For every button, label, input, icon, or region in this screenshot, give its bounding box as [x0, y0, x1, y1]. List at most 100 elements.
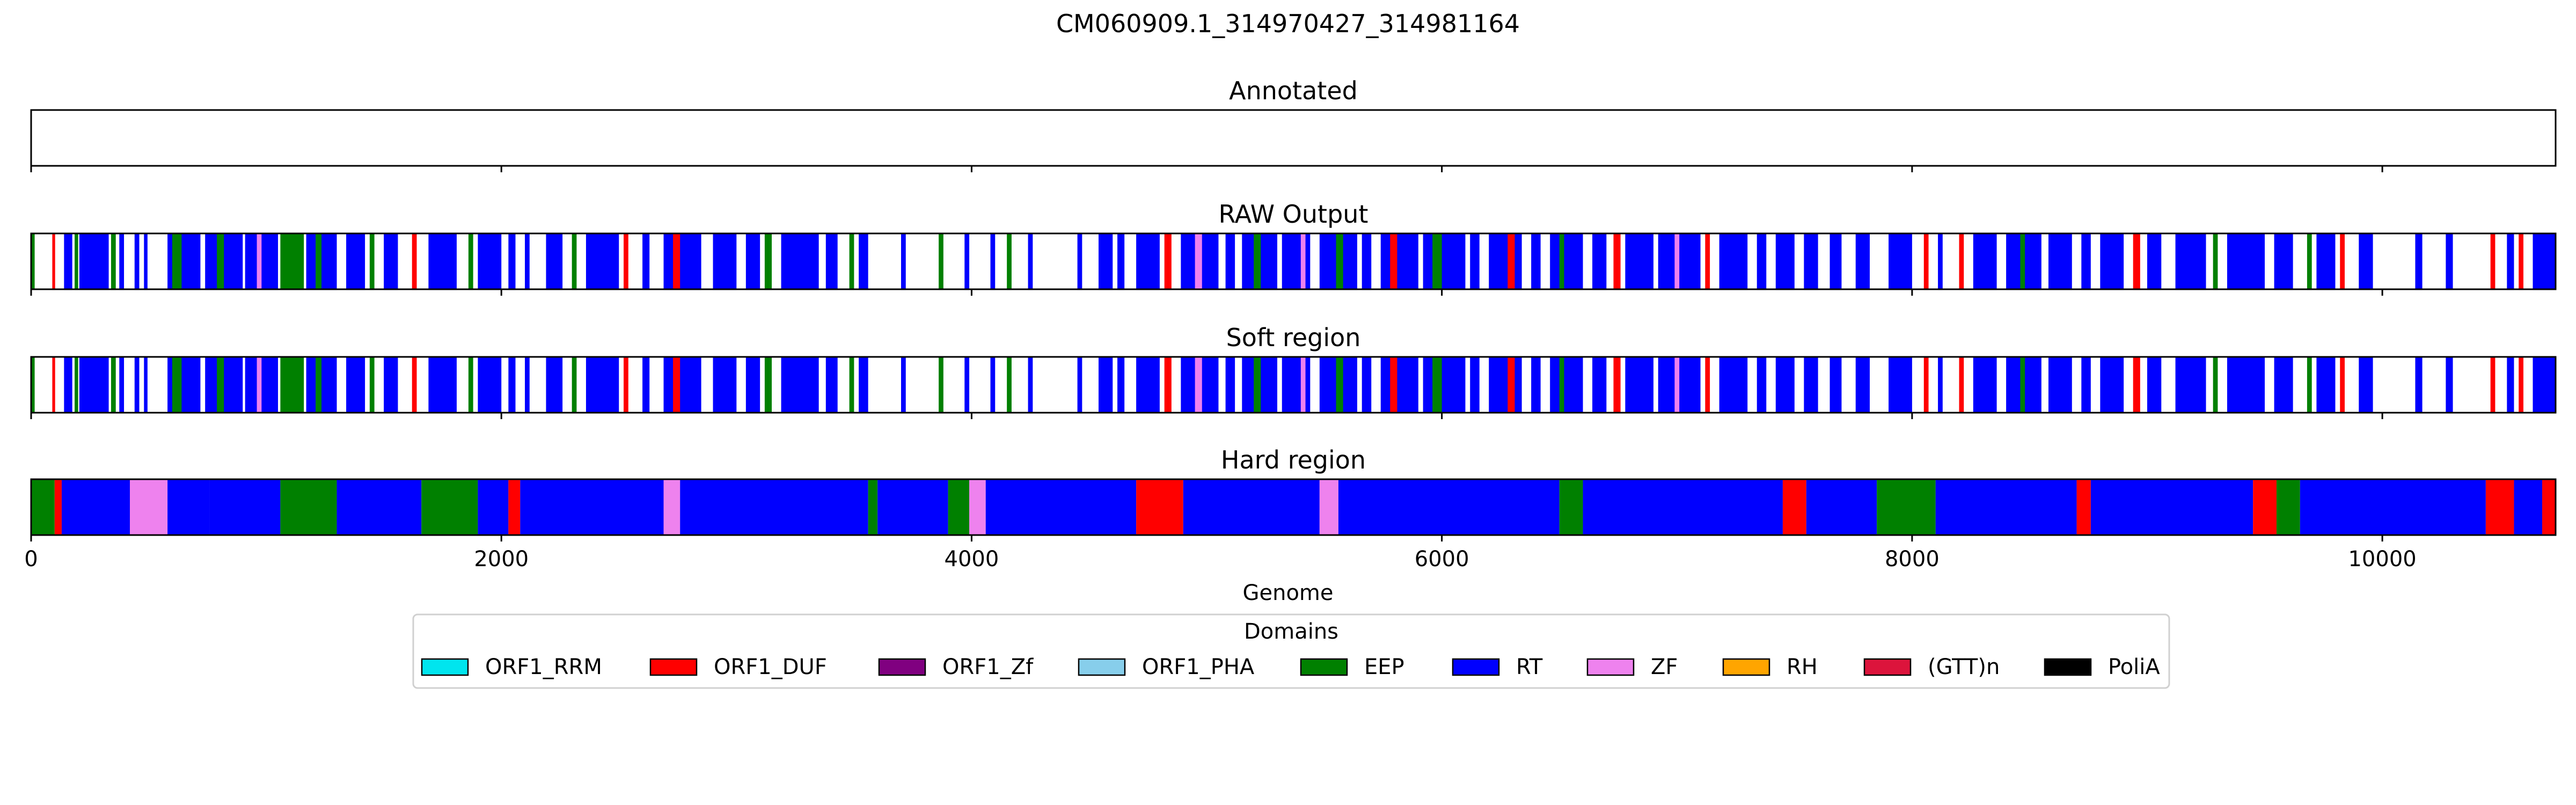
domain-segment [990, 357, 996, 413]
domain-segment [1531, 357, 1541, 413]
legend-swatch [2044, 658, 2092, 676]
x-tick-label: 4000 [945, 547, 999, 572]
domain-segment [167, 479, 210, 535]
domain-segment [2519, 233, 2523, 289]
domain-segment [969, 479, 986, 535]
domain-segment [257, 357, 262, 413]
domain-segment [346, 233, 365, 289]
domain-segment [2276, 479, 2300, 535]
domain-segment [2490, 233, 2496, 289]
domain-segment [1973, 357, 1997, 413]
domain-segment [1183, 479, 1320, 535]
legend-label: ORF1_Zf [942, 655, 1034, 679]
domain-segment [1254, 357, 1261, 413]
domain-segment [2147, 233, 2162, 289]
domain-segment [119, 233, 125, 289]
domain-segment [901, 357, 906, 413]
domain-segment [2533, 357, 2556, 413]
domain-segment [1889, 233, 1912, 289]
domain-segment [412, 233, 417, 289]
domain-segment [2300, 479, 2486, 535]
panel-raw-output: RAW Output [30, 200, 2557, 296]
domain-segment [1300, 233, 1306, 289]
domain-segment [849, 233, 854, 289]
domain-segment [1938, 357, 1943, 413]
domain-segment [205, 233, 243, 289]
domain-segment [1829, 233, 1842, 289]
domain-segment [2316, 233, 2336, 289]
domain-segment [1254, 233, 1261, 289]
domain-segment [1625, 357, 1653, 413]
domain-segment [1319, 479, 1338, 535]
domain-segment [713, 357, 737, 413]
domain-segment [2514, 479, 2543, 535]
x-tick-label: 6000 [1415, 547, 1469, 572]
domain-segment [1136, 479, 1183, 535]
domain-segment [369, 357, 375, 413]
domain-segment [2048, 233, 2072, 289]
genome-axis: 0 2000 4000 6000 8000 10000 [24, 547, 2416, 572]
domain-segment [1362, 357, 1372, 413]
domain-segment [1855, 233, 1870, 289]
legend-item: ZF [1586, 655, 1678, 679]
legend-swatch [1863, 658, 1912, 676]
domain-segment [546, 357, 563, 413]
domain-segment [316, 357, 322, 413]
domain-segment [336, 479, 422, 535]
domain-segment [2446, 357, 2453, 413]
domain-segment [52, 357, 55, 413]
legend-label: PoliA [2108, 655, 2160, 679]
domain-segment [745, 357, 760, 413]
panel-title: Hard region [1221, 445, 1366, 474]
domain-segment [468, 357, 473, 413]
domain-segment [1973, 233, 1997, 289]
domain-segment [1390, 233, 1397, 289]
domain-segment [1877, 479, 1936, 535]
domain-segment [1889, 357, 1912, 413]
domain-segment [859, 233, 868, 289]
domain-segment [1362, 233, 1372, 289]
domain-segment [1028, 357, 1033, 413]
domain-segment [825, 233, 838, 289]
domain-segment [1674, 357, 1680, 413]
domain-segment [1282, 233, 1311, 289]
domain-segment [1559, 479, 1583, 535]
domain-segment [1757, 233, 1767, 289]
domain-segment [642, 357, 650, 413]
domain-segment [2081, 357, 2091, 413]
panel-soft-region: Soft region [30, 323, 2557, 419]
domain-segment [1432, 357, 1442, 413]
domain-segment [1719, 357, 1748, 413]
domain-segment [1225, 233, 1235, 289]
domain-segment [2048, 357, 2072, 413]
domain-segment [75, 357, 78, 413]
domain-segment [172, 233, 182, 289]
domain-segment [1336, 233, 1343, 289]
domain-segment [849, 357, 854, 413]
domain-segment [2020, 357, 2025, 413]
domain-segment [624, 357, 628, 413]
domain-segment [2213, 233, 2218, 289]
domain-segment [1423, 357, 1466, 413]
domain-segment [2359, 233, 2373, 289]
domain-segment [1531, 233, 1541, 289]
legend-item: (GTT)n [1863, 655, 2000, 679]
domain-segment [2274, 233, 2293, 289]
domain-segment [1007, 233, 1012, 289]
domain-segment [369, 233, 375, 289]
domain-segment [1613, 233, 1621, 289]
legend-label: ORF1_PHA [1142, 655, 1255, 679]
domain-segment [2253, 479, 2277, 535]
domain-segment [525, 233, 530, 289]
domain-segment [1775, 233, 1795, 289]
legend-label: (GTT)n [1928, 655, 2000, 679]
x-tick-label: 8000 [1885, 547, 1940, 572]
domain-segment [1077, 357, 1082, 413]
domain-segment [1195, 357, 1202, 413]
legend-label: ZF [1651, 655, 1678, 679]
domain-segment [1380, 233, 1418, 289]
domain-segment [586, 233, 619, 289]
domain-segment [680, 479, 868, 535]
domain-segment [468, 233, 473, 289]
domain-segment [1775, 357, 1795, 413]
